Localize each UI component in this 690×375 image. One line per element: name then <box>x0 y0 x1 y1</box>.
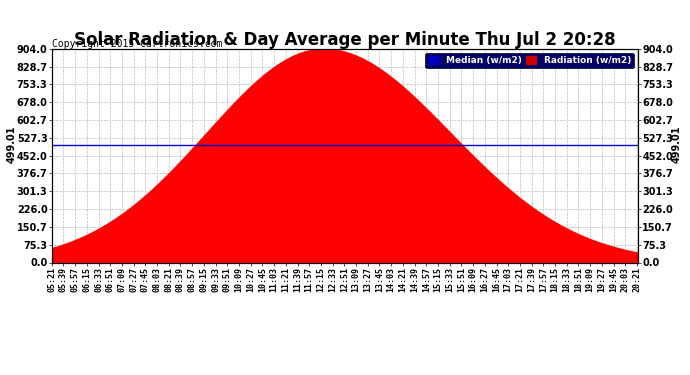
Title: Solar Radiation & Day Average per Minute Thu Jul 2 20:28: Solar Radiation & Day Average per Minute… <box>75 31 615 49</box>
Text: 499.01: 499.01 <box>671 126 681 163</box>
Text: 499.01: 499.01 <box>7 126 17 163</box>
Text: Copyright 2015 Cartronics.com: Copyright 2015 Cartronics.com <box>52 39 222 50</box>
Legend: Median (w/m2), Radiation (w/m2): Median (w/m2), Radiation (w/m2) <box>425 53 633 68</box>
